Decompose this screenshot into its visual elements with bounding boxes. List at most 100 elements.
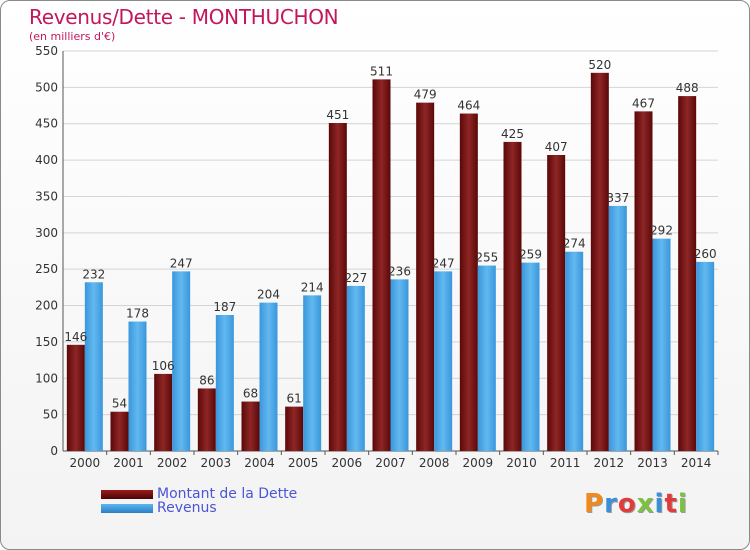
bar-revenue — [172, 271, 191, 451]
data-label-debt: 146 — [64, 330, 87, 344]
legend-item-debt: Montant de la Dette — [101, 486, 298, 502]
x-tick-label: 2013 — [637, 456, 668, 470]
labels: 0 50 100 150 200 250 300 350 400 450 500 550 2000 146… — [35, 44, 717, 470]
data-label-revenue: 255 — [475, 251, 498, 265]
bar-debt — [328, 123, 347, 451]
data-label-revenue: 232 — [82, 267, 105, 281]
chart-title: Revenus/Dette - MONTHUCHON — [29, 5, 339, 29]
data-label-debt: 467 — [632, 96, 655, 110]
y-tick-label: 200 — [35, 299, 58, 313]
bar-debt — [634, 111, 653, 451]
bar-debt — [372, 79, 391, 451]
bar-debt — [241, 401, 260, 451]
logo-letter: i — [654, 489, 665, 519]
x-tick-label: 2010 — [506, 456, 537, 470]
logo-letter: o — [617, 489, 637, 519]
bar-debt — [154, 373, 173, 451]
proxiti-logo: Proxiti — [584, 489, 688, 519]
data-label-revenue: 260 — [694, 247, 717, 261]
y-tick-label: 550 — [35, 44, 58, 58]
bar-revenue — [696, 261, 715, 451]
data-label-revenue: 204 — [257, 288, 280, 302]
data-label-revenue: 337 — [606, 191, 629, 205]
bar-revenue — [346, 285, 365, 451]
data-label-debt: 54 — [112, 397, 127, 411]
chart-subtitle: (en milliers d'€) — [29, 30, 116, 43]
bar-revenue — [565, 251, 584, 451]
legend-swatch-debt — [101, 489, 153, 499]
logo-letter: i — [677, 489, 688, 519]
logo-letter: r — [604, 489, 618, 519]
logo-letter: x — [636, 489, 655, 519]
logo-letter: t — [664, 489, 678, 519]
y-tick-label: 100 — [35, 371, 58, 385]
bar-debt — [197, 388, 216, 451]
bar-debt — [678, 96, 697, 451]
data-label-debt: 425 — [501, 127, 524, 141]
legend-item-revenue: Revenus — [101, 500, 297, 516]
bar-debt — [459, 113, 478, 451]
data-label-revenue: 292 — [650, 224, 673, 238]
x-tick-label: 2005 — [288, 456, 319, 470]
x-tick-label: 2000 — [70, 456, 101, 470]
x-tick-label: 2004 — [244, 456, 275, 470]
legend-label-debt: Montant de la Dette — [157, 486, 298, 502]
data-label-revenue: 247 — [170, 256, 193, 270]
legend-swatch-revenue — [101, 503, 153, 513]
data-label-revenue: 214 — [301, 280, 324, 294]
x-tick-label: 2003 — [201, 456, 232, 470]
x-tick-label: 2012 — [594, 456, 625, 470]
bar-debt — [110, 411, 129, 451]
data-label-revenue: 274 — [563, 237, 586, 251]
bars — [66, 72, 715, 452]
x-tick-label: 2002 — [157, 456, 188, 470]
bar-revenue — [259, 302, 278, 451]
data-label-revenue: 227 — [344, 271, 367, 285]
y-tick-label: 150 — [35, 335, 58, 349]
logo-letter: P — [584, 489, 605, 519]
x-tick-label: 2008 — [419, 456, 450, 470]
x-tick-label: 2001 — [113, 456, 144, 470]
data-label-debt: 479 — [414, 88, 437, 102]
data-label-revenue: 187 — [213, 300, 236, 314]
x-tick-label: 2014 — [681, 456, 712, 470]
bar-debt — [590, 72, 609, 452]
legend-label-revenue: Revenus — [157, 500, 217, 516]
bar-revenue — [477, 265, 496, 451]
data-label-revenue: 259 — [519, 248, 542, 262]
data-label-revenue: 247 — [432, 256, 455, 270]
data-label-debt: 407 — [545, 140, 568, 154]
data-label-debt: 68 — [243, 387, 258, 401]
bar-revenue — [390, 279, 409, 451]
bar-debt — [503, 141, 522, 451]
bar-debt — [285, 406, 304, 451]
data-label-revenue: 178 — [126, 307, 149, 321]
legend: Montant de la Dette Revenus — [101, 486, 298, 516]
bar-revenue — [215, 315, 234, 451]
y-tick-label: 50 — [43, 408, 58, 422]
y-tick-label: 250 — [35, 262, 58, 276]
data-label-debt: 451 — [326, 108, 349, 122]
bar-revenue — [434, 271, 453, 451]
data-label-debt: 464 — [457, 99, 480, 113]
x-tick-label: 2006 — [332, 456, 363, 470]
y-tick-label: 300 — [35, 226, 58, 240]
data-label-debt: 106 — [152, 359, 175, 373]
bar-debt — [66, 344, 85, 451]
data-label-debt: 86 — [199, 373, 214, 387]
bar-revenue — [608, 205, 627, 451]
y-tick-label: 450 — [35, 117, 58, 131]
bar-revenue — [128, 321, 147, 451]
y-tick-label: 500 — [35, 80, 58, 94]
data-label-revenue: 236 — [388, 264, 411, 278]
x-tick-label: 2011 — [550, 456, 581, 470]
bar-revenue — [303, 295, 322, 451]
bar-debt — [547, 155, 566, 451]
y-tick-label: 400 — [35, 153, 58, 167]
x-tick-label: 2009 — [463, 456, 494, 470]
bar-debt — [416, 102, 435, 452]
data-label-debt: 61 — [287, 392, 302, 406]
bar-revenue — [84, 282, 103, 451]
